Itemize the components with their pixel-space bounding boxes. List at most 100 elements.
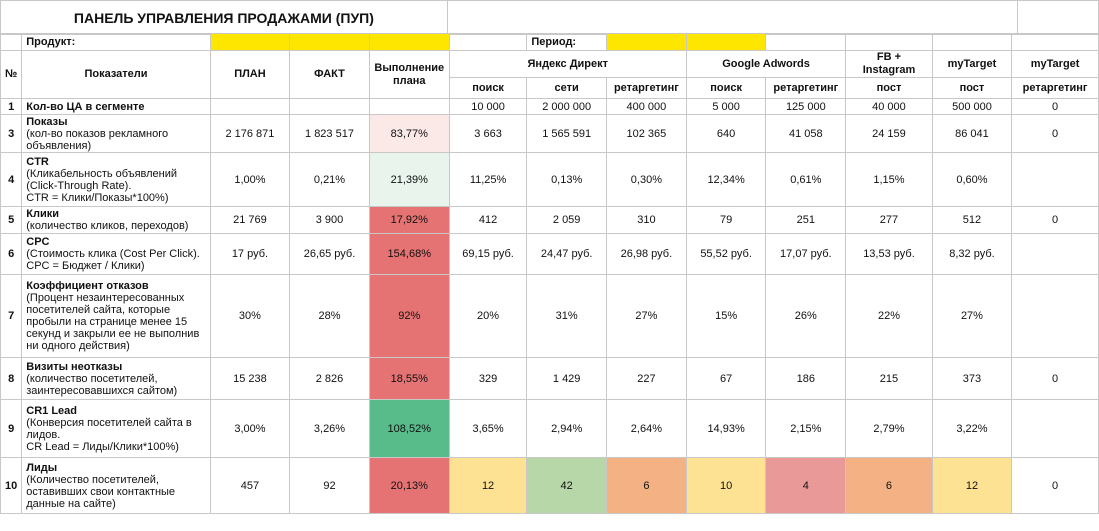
row-number[interactable]: 7 <box>0 274 23 358</box>
row-number[interactable]: 8 <box>0 357 23 400</box>
channel-value-cell[interactable]: 0,13% <box>526 152 607 207</box>
channel-value-cell[interactable]: 125 000 <box>765 98 847 115</box>
indicator-cell[interactable]: Коэффициент отказов (Процент незаинтересо… <box>21 274 211 358</box>
empty-cell[interactable] <box>448 33 528 51</box>
row-number[interactable]: 6 <box>0 233 23 275</box>
product-value-cell[interactable] <box>368 33 450 51</box>
channel-value-cell[interactable]: 2,64% <box>605 399 687 458</box>
plan-cell[interactable]: 15 238 <box>209 357 291 400</box>
product-value-cell[interactable] <box>289 33 370 51</box>
channel-value-cell[interactable]: 42 <box>526 457 607 514</box>
channel-value-cell[interactable]: 3,65% <box>448 399 528 458</box>
channel-value-cell[interactable]: 27% <box>605 274 687 358</box>
channel-value-cell[interactable]: 11,25% <box>448 152 528 207</box>
channel-value-cell[interactable]: 0 <box>1011 357 1099 400</box>
row-number[interactable]: 4 <box>0 152 23 207</box>
channel-value-cell[interactable]: 8,32 руб. <box>931 233 1013 275</box>
channel-value-cell[interactable]: 26,98 руб. <box>605 233 687 275</box>
channel-value-cell[interactable]: 215 <box>845 357 933 400</box>
channel-value-cell[interactable]: 0 <box>1011 98 1099 115</box>
channel-value-cell[interactable]: 3,22% <box>931 399 1013 458</box>
row-number[interactable]: 3 <box>0 114 23 153</box>
channel-value-cell[interactable]: 640 <box>685 114 767 153</box>
channel-value-cell[interactable]: 1 565 591 <box>526 114 607 153</box>
channel-value-cell[interactable]: 2,94% <box>526 399 607 458</box>
fact-cell[interactable]: 1 823 517 <box>289 114 370 153</box>
channel-value-cell[interactable]: 6 <box>845 457 933 514</box>
completion-cell[interactable]: 21,39% <box>368 152 450 207</box>
channel-value-cell[interactable]: 500 000 <box>931 98 1013 115</box>
channel-value-cell[interactable]: 0 <box>1011 457 1099 514</box>
plan-cell[interactable]: 3,00% <box>209 399 291 458</box>
channel-value-cell[interactable]: 6 <box>605 457 687 514</box>
fact-cell[interactable]: 2 826 <box>289 357 370 400</box>
channel-value-cell[interactable]: 0,61% <box>765 152 847 207</box>
channel-value-cell[interactable]: 251 <box>765 206 847 234</box>
fact-cell[interactable]: 3,26% <box>289 399 370 458</box>
channel-value-cell[interactable]: 4 <box>765 457 847 514</box>
channel-value-cell[interactable]: 86 041 <box>931 114 1013 153</box>
channel-value-cell[interactable]: 0,30% <box>605 152 687 207</box>
channel-value-cell[interactable]: 5 000 <box>685 98 767 115</box>
channel-value-cell[interactable]: 0 <box>1011 206 1099 234</box>
indicator-cell[interactable]: CPC (Стоимость клика (Cost Per Click). CPC… <box>21 233 211 275</box>
empty-cell[interactable] <box>765 33 847 51</box>
channel-value-cell[interactable]: 310 <box>605 206 687 234</box>
channel-value-cell[interactable]: 26% <box>765 274 847 358</box>
channel-value-cell[interactable] <box>1011 274 1099 358</box>
channel-value-cell[interactable]: 41 058 <box>765 114 847 153</box>
channel-value-cell[interactable]: 27% <box>931 274 1013 358</box>
channel-value-cell[interactable]: 512 <box>931 206 1013 234</box>
indicator-cell[interactable]: Показы (кол-во показов рекламного объявлен… <box>21 114 211 153</box>
completion-cell[interactable]: 92% <box>368 274 450 358</box>
plan-cell[interactable]: 457 <box>209 457 291 514</box>
channel-value-cell[interactable]: 14,93% <box>685 399 767 458</box>
plan-cell[interactable]: 17 руб. <box>209 233 291 275</box>
channel-value-cell[interactable]: 2,15% <box>765 399 847 458</box>
empty-cell[interactable] <box>931 33 1013 51</box>
period-value-cell[interactable] <box>685 33 767 51</box>
channel-value-cell[interactable]: 55,52 руб. <box>685 233 767 275</box>
channel-value-cell[interactable]: 12,34% <box>685 152 767 207</box>
fact-cell[interactable]: 92 <box>289 457 370 514</box>
channel-value-cell[interactable]: 40 000 <box>845 98 933 115</box>
row-number[interactable]: 9 <box>0 399 23 458</box>
completion-cell[interactable]: 20,13% <box>368 457 450 514</box>
channel-value-cell[interactable]: 0,60% <box>931 152 1013 207</box>
title-empty-cell[interactable] <box>446 0 1019 35</box>
channel-value-cell[interactable]: 102 365 <box>605 114 687 153</box>
channel-value-cell[interactable]: 400 000 <box>605 98 687 115</box>
completion-cell[interactable]: 17,92% <box>368 206 450 234</box>
plan-cell[interactable]: 1,00% <box>209 152 291 207</box>
completion-cell[interactable] <box>368 98 450 115</box>
channel-value-cell[interactable]: 3 663 <box>448 114 528 153</box>
empty-cell[interactable] <box>1011 33 1099 51</box>
row-number[interactable]: 10 <box>0 457 23 514</box>
channel-value-cell[interactable]: 2,79% <box>845 399 933 458</box>
indicator-cell[interactable]: Кол-во ЦА в сегменте <box>21 98 211 115</box>
indicator-cell[interactable]: Лиды (Количество посетителей, оставивших с… <box>21 457 211 514</box>
channel-value-cell[interactable]: 412 <box>448 206 528 234</box>
channel-value-cell[interactable]: 277 <box>845 206 933 234</box>
channel-value-cell[interactable] <box>1011 233 1099 275</box>
indicator-cell[interactable]: CTR (Кликабельность объявлений (Click-Thro… <box>21 152 211 207</box>
channel-value-cell[interactable]: 1,15% <box>845 152 933 207</box>
completion-cell[interactable]: 154,68% <box>368 233 450 275</box>
channel-value-cell[interactable]: 22% <box>845 274 933 358</box>
fact-cell[interactable]: 26,65 руб. <box>289 233 370 275</box>
completion-cell[interactable]: 83,77% <box>368 114 450 153</box>
channel-value-cell[interactable]: 12 <box>448 457 528 514</box>
channel-value-cell[interactable]: 2 059 <box>526 206 607 234</box>
channel-value-cell[interactable]: 0 <box>1011 114 1099 153</box>
channel-value-cell[interactable] <box>1011 399 1099 458</box>
channel-value-cell[interactable]: 67 <box>685 357 767 400</box>
plan-cell[interactable] <box>209 98 291 115</box>
channel-value-cell[interactable]: 1 429 <box>526 357 607 400</box>
fact-cell[interactable]: 0,21% <box>289 152 370 207</box>
channel-value-cell[interactable]: 24,47 руб. <box>526 233 607 275</box>
channel-value-cell[interactable]: 186 <box>765 357 847 400</box>
fact-cell[interactable]: 3 900 <box>289 206 370 234</box>
channel-value-cell[interactable]: 12 <box>931 457 1013 514</box>
product-value-cell[interactable] <box>209 33 291 51</box>
empty-cell[interactable] <box>845 33 933 51</box>
